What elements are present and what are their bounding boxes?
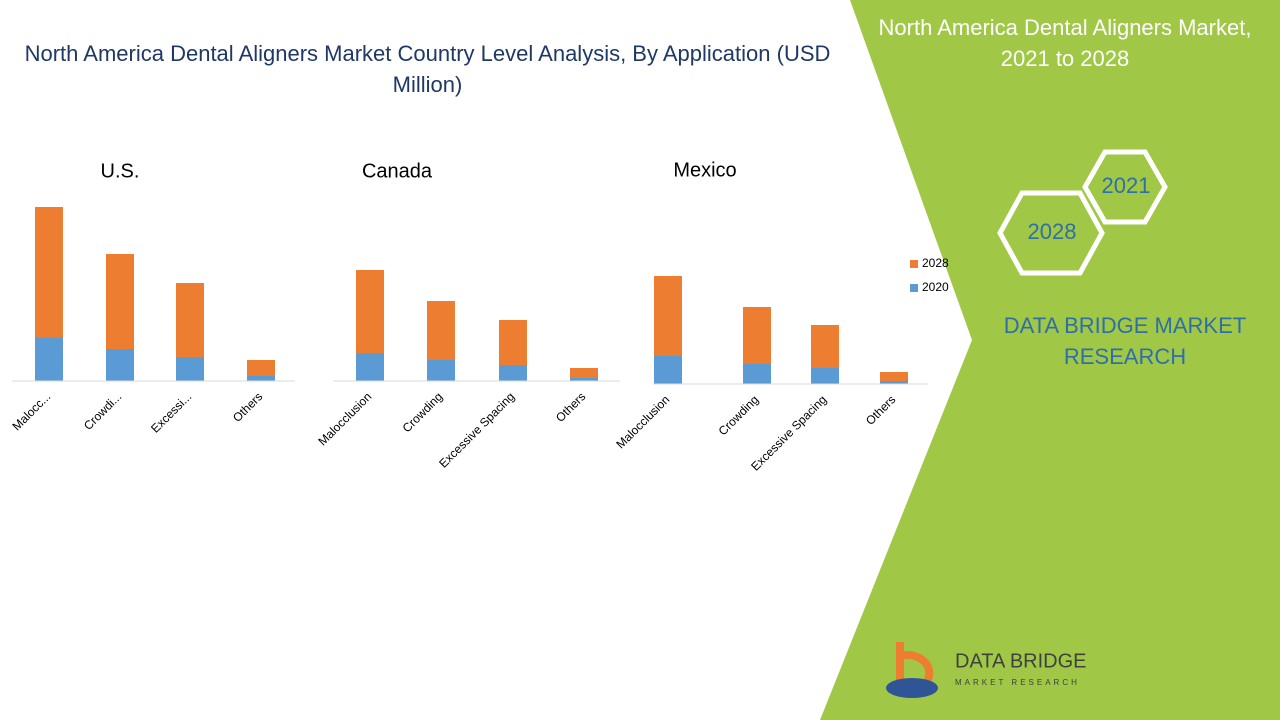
bar-segment [499,365,527,381]
bar-segment [654,276,682,356]
bar-segment [176,283,204,357]
bar-segment [356,353,384,381]
x-tick-label: Others [553,389,588,424]
x-tick-label: Excessive Spacing [436,389,517,470]
chart-title: Canada [362,160,433,182]
x-tick-label: Crowding [716,392,762,438]
legend-label: 2020 [922,280,949,294]
bar-segment [570,368,598,378]
legend-swatch [910,284,918,292]
bar-segment [654,356,682,384]
bar-segment [427,301,455,360]
bar-segment [247,376,275,381]
bar-segment [106,349,134,381]
side-panel [820,0,1280,720]
hex-label: 2021 [1102,173,1151,198]
bar-segment [499,320,527,365]
side-title: North America Dental Aligners Market, 20… [878,15,1252,71]
hexagon [997,190,1105,276]
page-title: North America Dental Aligners Market Cou… [24,41,831,97]
x-tick-label: Malocclusion [315,389,374,448]
legend-swatch [910,260,918,268]
hexagon [1082,149,1168,225]
logo-name: DATA BRIDGE [955,650,1087,672]
hex-label: 2028 [1028,219,1077,244]
bar-segment [247,360,275,376]
bar-segment [880,381,908,384]
x-tick-label: Malocclusion [613,392,672,451]
bar-segment [811,325,839,368]
x-tick-label: Excessi... [148,389,194,435]
x-tick-label: Excessive Spacing [748,392,829,473]
chart-title: U.S. [101,160,140,182]
x-tick-label: Crowding [400,389,446,435]
brand: DATA BRIDGE MARKET RESEARCH [1003,313,1247,369]
bar-segment [35,338,63,381]
bar-segment [880,372,908,381]
bar-segment [811,368,839,384]
chart-title: Mexico [673,159,736,181]
logo-tagline: MARKET RESEARCH [955,678,1080,687]
legend-label: 2028 [922,256,949,270]
bar-segment [743,307,771,364]
bar-segment [356,270,384,353]
bar-segment [743,364,771,384]
x-tick-label: Malocc... [10,389,54,433]
bar-segment [176,357,204,381]
x-tick-label: Others [230,389,265,424]
logo-mark [886,678,938,698]
bar-segment [427,360,455,381]
x-tick-label: Crowdi... [81,389,124,432]
bar-segment [35,207,63,338]
bar-segment [570,378,598,381]
x-tick-label: Others [863,392,898,427]
bar-segment [106,254,134,349]
